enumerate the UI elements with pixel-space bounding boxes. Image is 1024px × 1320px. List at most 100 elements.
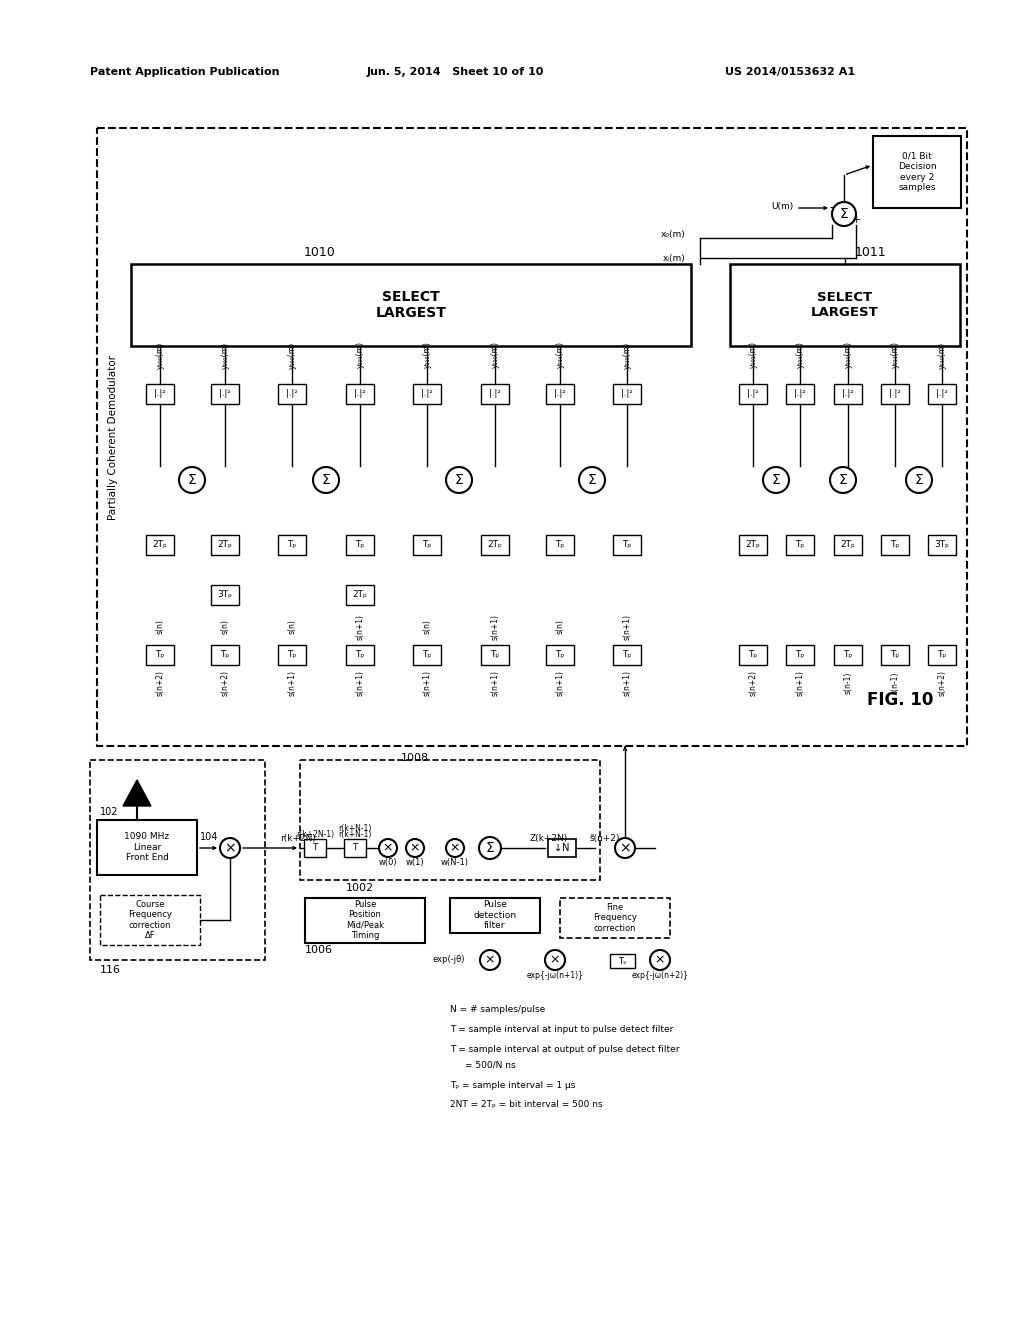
Text: s(n+1): s(n+1) [490,671,500,696]
Text: ×: × [410,842,420,854]
Text: s(n+1): s(n+1) [796,671,805,696]
Text: Σ: Σ [914,473,924,487]
FancyBboxPatch shape [211,645,239,665]
Text: s(n+2): s(n+2) [156,671,165,696]
Text: 1090 MHz
Linear
Front End: 1090 MHz Linear Front End [125,832,170,862]
FancyBboxPatch shape [413,645,441,665]
Text: ×: × [654,953,666,966]
FancyBboxPatch shape [881,645,909,665]
FancyBboxPatch shape [610,954,635,968]
FancyBboxPatch shape [278,645,306,665]
Text: y₀₁₁(m): y₀₁₁(m) [555,342,564,368]
Text: y₀₁₁(m): y₀₁₁(m) [891,342,899,368]
Text: Σ: Σ [588,473,596,487]
Text: ×: × [224,841,236,855]
Text: 2Tₚ: 2Tₚ [745,540,761,549]
FancyBboxPatch shape [211,384,239,404]
FancyBboxPatch shape [546,384,574,404]
Text: T: T [312,843,317,853]
FancyBboxPatch shape [278,384,306,404]
Text: Tₚ: Tₚ [355,651,365,660]
Text: FIG. 10: FIG. 10 [866,690,933,709]
Text: ×: × [450,842,460,854]
Text: Tₚ: Tₚ [355,540,365,549]
FancyBboxPatch shape [834,384,862,404]
Text: s(n+1): s(n+1) [623,671,632,696]
Text: Σ: Σ [322,473,331,487]
FancyBboxPatch shape [928,384,956,404]
Polygon shape [123,780,151,807]
Text: Tₚ: Tₚ [937,651,946,660]
FancyBboxPatch shape [413,384,441,404]
FancyBboxPatch shape [928,535,956,554]
Text: Σ: Σ [772,473,780,487]
FancyBboxPatch shape [873,136,961,209]
Text: Σ: Σ [455,473,464,487]
Text: Tₚ: Tₚ [623,651,632,660]
Circle shape [179,467,205,492]
FancyBboxPatch shape [481,645,509,665]
Text: Patent Application Publication: Patent Application Publication [90,67,280,77]
Text: y₁₁₀(m): y₁₁₀(m) [490,342,500,368]
Text: Tₛ: Tₛ [617,957,626,965]
Text: 1006: 1006 [305,945,333,954]
FancyBboxPatch shape [346,585,374,605]
Text: Tₚ: Tₚ [288,540,297,549]
Text: T = sample interval at input to pulse detect filter: T = sample interval at input to pulse de… [450,1026,674,1035]
Circle shape [650,950,670,970]
FancyBboxPatch shape [481,384,509,404]
Text: 1011: 1011 [854,246,886,259]
Text: w(1): w(1) [406,858,424,866]
Text: s(n+1): s(n+1) [355,671,365,696]
Text: 116: 116 [100,965,121,975]
Circle shape [545,950,565,970]
FancyBboxPatch shape [211,585,239,605]
Text: ×: × [550,953,560,966]
Text: s(n): s(n) [220,619,229,635]
FancyBboxPatch shape [346,384,374,404]
Text: y₁₁₁(m): y₁₁₁(m) [796,342,805,368]
Circle shape [313,467,339,492]
Text: 2Tₚ: 2Tₚ [487,540,503,549]
Text: Σ: Σ [840,207,848,220]
Text: SELECT
LARGEST: SELECT LARGEST [376,290,446,321]
Circle shape [831,202,856,226]
Text: Tₚ: Tₚ [422,540,432,549]
FancyBboxPatch shape [344,840,366,857]
Text: |.|²: |.|² [155,389,166,399]
Text: s(n): s(n) [555,619,564,635]
Text: y₀₁₀(m): y₀₁₀(m) [623,342,632,368]
FancyBboxPatch shape [613,645,641,665]
FancyBboxPatch shape [131,264,691,346]
Text: s(n+2): s(n+2) [938,671,946,696]
Text: y₀₀₁(m): y₀₀₁(m) [220,342,229,368]
Text: x₀(m): x₀(m) [660,230,685,239]
Text: s(n+1): s(n+1) [623,614,632,640]
FancyBboxPatch shape [146,645,174,665]
Circle shape [830,467,856,492]
Text: 104: 104 [200,832,218,842]
Text: Tₚ: Tₚ [844,651,853,660]
Text: |.|²: |.|² [795,389,806,399]
FancyBboxPatch shape [834,645,862,665]
Text: |.|²: |.|² [554,389,566,399]
FancyBboxPatch shape [928,645,956,665]
Text: r(k+2N): r(k+2N) [280,833,315,842]
Text: Pulse
detection
filter: Pulse detection filter [473,900,516,929]
Text: 2Tₚ: 2Tₚ [153,540,168,549]
FancyBboxPatch shape [881,384,909,404]
Text: |.|²: |.|² [286,389,298,399]
FancyBboxPatch shape [548,840,575,857]
FancyBboxPatch shape [304,840,326,857]
Text: 3Tₚ: 3Tₚ [217,590,232,599]
Text: y₀₁₀(m): y₀₁₀(m) [938,342,946,368]
Text: 0/1 Bit
Decision
every 2
samples: 0/1 Bit Decision every 2 samples [898,152,936,193]
Text: y₁₀₁(m): y₁₀₁(m) [749,342,758,368]
Circle shape [615,838,635,858]
Text: s(n+1): s(n+1) [288,671,297,696]
Text: 3Tₚ: 3Tₚ [935,540,949,549]
Text: Σ: Σ [485,841,495,855]
Text: Tₚ = sample interval = 1 μs: Tₚ = sample interval = 1 μs [450,1081,575,1089]
Text: N = # samples/pulse: N = # samples/pulse [450,1006,545,1015]
FancyBboxPatch shape [786,645,814,665]
